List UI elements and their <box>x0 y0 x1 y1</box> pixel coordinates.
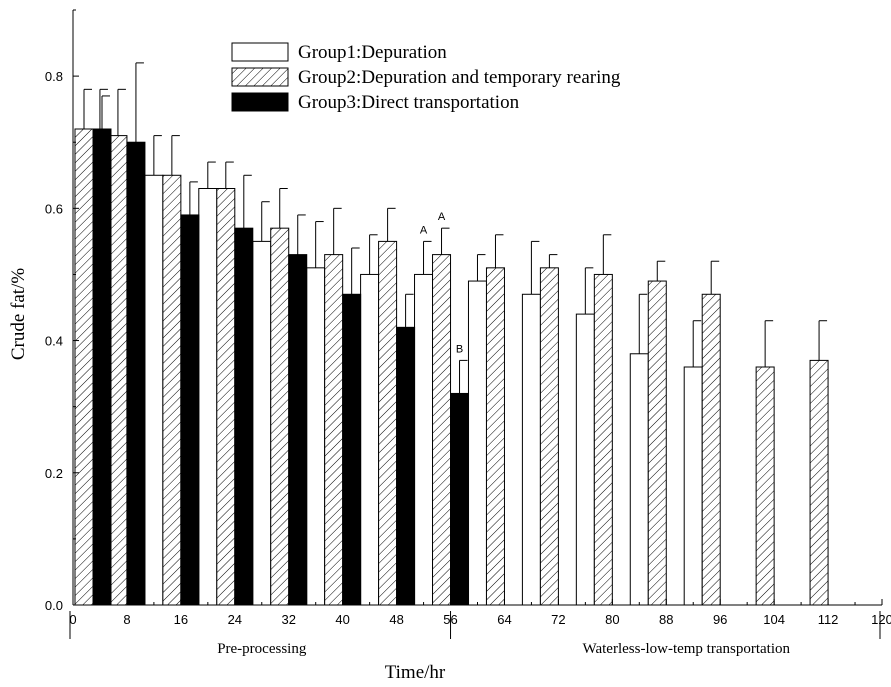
bar-series3-x16 <box>180 214 200 606</box>
y-tick-label-0.2: 0.2 <box>45 466 63 481</box>
legend: Group1:Depuration Group2:Depuration and t… <box>231 42 621 113</box>
legend-label-2: Group2:Depuration and temporary rearing <box>298 67 621 88</box>
bar-series1-x24 <box>198 188 218 606</box>
x-tick-label-88: 88 <box>659 612 673 627</box>
bar-series3-x32 <box>288 254 308 606</box>
bar-layer <box>74 128 829 606</box>
significance-label-3: B <box>456 343 463 355</box>
x-tick-label-104: 104 <box>763 612 785 627</box>
x-axis-title: Time/hr <box>385 662 446 683</box>
y-tick-label-0.6: 0.6 <box>45 201 63 216</box>
x-tick-label-80: 80 <box>605 612 619 627</box>
x-tick-label-8: 8 <box>123 612 130 627</box>
bar-series1-x88 <box>629 353 649 606</box>
x-tick-label-40: 40 <box>335 612 349 627</box>
bar-series2-x112 <box>809 359 829 606</box>
bar-series3-x8 <box>126 141 146 606</box>
x-tick-label-96: 96 <box>713 612 727 627</box>
y-tick-label-0.4: 0.4 <box>45 334 63 349</box>
bar-series2-x96 <box>701 293 721 606</box>
x-tick-label-112: 112 <box>818 612 839 627</box>
bar-series1-x64 <box>467 280 487 606</box>
legend-label-1: Group1:Depuration <box>298 42 447 63</box>
bar-series2-x0 <box>74 128 94 606</box>
axes-layer: 0 8 16 24 32 40 48 56 64 72 80 88 96 104 112 1200.00.20… <box>45 9 891 627</box>
error-bar-layer <box>83 62 828 394</box>
legend-swatch-1 <box>231 42 289 62</box>
bar-series3-x48 <box>396 326 416 606</box>
bar-series1-x16 <box>144 174 164 606</box>
bar-series3-x0 <box>92 128 112 606</box>
phase-layer: Pre-processing Waterless-low-temp transpo… <box>69 611 881 657</box>
y-tick-label-0.8: 0.8 <box>45 69 63 84</box>
bar-series1-x80 <box>575 313 595 606</box>
bar-series1-x48 <box>360 273 380 606</box>
annotation-layer: AA B <box>420 211 463 355</box>
bar-series2-x104 <box>755 366 775 606</box>
bar-series2-x56 <box>432 254 452 606</box>
bar-series2-x88 <box>647 280 667 606</box>
x-tick-label-24: 24 <box>228 612 242 627</box>
phase-label-2: Waterless-low-temp transportation <box>583 641 791 657</box>
bar-series1-x56 <box>414 273 434 606</box>
x-tick-label-48: 48 <box>389 612 403 627</box>
bar-series1-x72 <box>521 293 541 606</box>
legend-swatch-2 <box>231 67 289 87</box>
bar-series3-x40 <box>342 293 362 606</box>
bar-series2-x72 <box>539 267 559 606</box>
bar-series1-x40 <box>306 267 326 606</box>
x-tick-label-0: 0 <box>69 612 76 627</box>
bar-series1-x32 <box>252 240 272 606</box>
bar-series2-x48 <box>378 240 398 606</box>
significance-label-2: A <box>438 211 446 223</box>
bar-series1-x96 <box>683 366 703 606</box>
bar-series2-x16 <box>162 174 182 606</box>
x-tick-label-120: 120 <box>871 612 891 627</box>
bar-series2-x8 <box>108 135 128 606</box>
bar-series2-x40 <box>324 254 344 606</box>
y-axis-title: Crude fat/% <box>8 268 29 361</box>
x-tick-label-72: 72 <box>551 612 565 627</box>
bar-series2-x32 <box>270 227 290 606</box>
x-tick-label-64: 64 <box>497 612 511 627</box>
bar-series2-x24 <box>216 188 236 606</box>
bar-series2-x80 <box>593 273 613 606</box>
legend-label-3: Group3:Direct transportation <box>298 92 520 113</box>
bar-series3-x56 <box>450 392 470 606</box>
bar-series3-x24 <box>234 227 254 606</box>
significance-label-1: A <box>420 224 428 236</box>
x-tick-label-16: 16 <box>174 612 188 627</box>
phase-label-1: Pre-processing <box>217 641 307 657</box>
y-tick-label-0.0: 0.0 <box>45 598 63 613</box>
bar-series2-x64 <box>485 267 505 606</box>
x-tick-label-32: 32 <box>281 612 295 627</box>
legend-swatch-3 <box>231 92 289 112</box>
